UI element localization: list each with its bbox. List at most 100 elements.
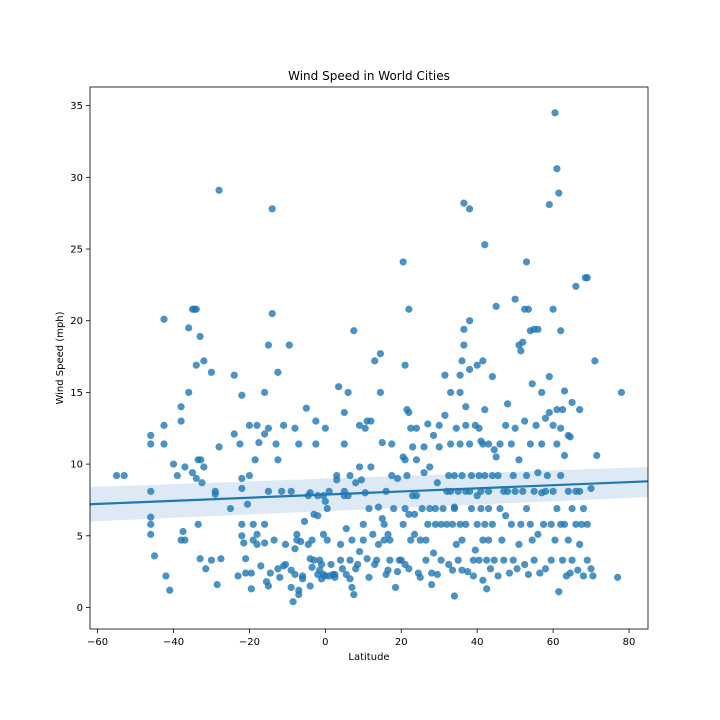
data-point [410, 510, 419, 518]
data-point [200, 357, 208, 365]
data-point [572, 282, 580, 290]
data-point [192, 305, 200, 313]
data-point [325, 487, 333, 495]
data-point [422, 536, 430, 544]
data-point [314, 512, 322, 520]
data-point [426, 504, 434, 513]
data-point [452, 540, 460, 549]
data-point [405, 565, 413, 573]
chart-title: Wind Speed in World Cities [288, 69, 450, 83]
data-point [391, 583, 400, 592]
data-point [538, 440, 546, 448]
data-point [278, 487, 286, 495]
data-point [566, 569, 574, 577]
data-point [448, 566, 457, 574]
data-point [412, 492, 421, 500]
data-point [477, 487, 485, 495]
data-point [555, 588, 563, 596]
data-point [429, 431, 438, 440]
data-point [112, 471, 121, 480]
data-point [289, 598, 297, 606]
data-point [543, 471, 552, 480]
data-point [147, 513, 155, 521]
data-point [530, 556, 538, 564]
data-point [591, 357, 599, 365]
data-point [511, 295, 519, 303]
data-point [564, 487, 572, 495]
y-tick-label: 15 [70, 388, 83, 399]
data-point [272, 440, 280, 448]
data-point [274, 565, 282, 573]
data-point [194, 520, 202, 528]
data-point [488, 520, 496, 528]
data-point [196, 332, 204, 341]
data-point [236, 440, 244, 448]
data-point [336, 540, 345, 549]
data-point [266, 569, 274, 577]
data-point [287, 583, 295, 592]
data-point [433, 570, 441, 579]
data-point [541, 487, 550, 495]
data-point [211, 487, 219, 495]
data-point [517, 520, 525, 528]
data-point [560, 451, 569, 460]
data-point [576, 487, 584, 495]
data-point [336, 556, 345, 564]
data-point [479, 536, 487, 544]
data-point [245, 421, 254, 429]
data-point [502, 512, 510, 520]
data-point [215, 186, 223, 194]
data-point [464, 568, 472, 576]
data-point [521, 560, 529, 569]
data-point [255, 438, 263, 447]
data-point [549, 305, 557, 313]
data-point [300, 517, 309, 526]
data-point [443, 520, 451, 528]
data-points-layer [112, 109, 626, 606]
data-point [346, 471, 354, 480]
data-point [291, 570, 299, 579]
data-point [147, 487, 155, 495]
data-point [213, 580, 221, 589]
data-point [553, 440, 561, 448]
data-point [376, 388, 384, 397]
x-tick-label: 40 [471, 637, 484, 648]
data-point [445, 471, 453, 480]
data-point [545, 373, 553, 381]
data-point [558, 556, 567, 564]
data-point [323, 504, 331, 513]
data-point [534, 325, 542, 333]
data-point [240, 539, 248, 547]
data-point [416, 573, 424, 581]
data-point [264, 341, 273, 349]
data-point [412, 424, 421, 432]
data-point [538, 388, 546, 397]
data-point [242, 555, 250, 563]
data-point [291, 545, 299, 553]
data-point [560, 387, 569, 395]
data-point [583, 520, 591, 528]
data-point [576, 540, 584, 549]
data-point [181, 463, 189, 471]
data-point [456, 371, 464, 379]
data-point [479, 357, 487, 365]
data-point [293, 530, 301, 538]
data-point [365, 573, 373, 581]
data-point [355, 547, 364, 556]
data-point [253, 530, 261, 538]
data-point [579, 572, 588, 580]
data-point [312, 417, 320, 425]
data-point [399, 520, 407, 528]
data-point [617, 388, 626, 397]
data-point [160, 315, 168, 323]
data-point [242, 569, 250, 577]
data-point [380, 520, 388, 528]
plot-area-frame [89, 86, 649, 630]
data-point [372, 556, 381, 564]
data-point [568, 504, 576, 513]
data-point [458, 471, 466, 480]
data-point [477, 504, 485, 513]
data-point [405, 305, 413, 313]
data-point [467, 504, 476, 513]
data-point [583, 274, 591, 282]
